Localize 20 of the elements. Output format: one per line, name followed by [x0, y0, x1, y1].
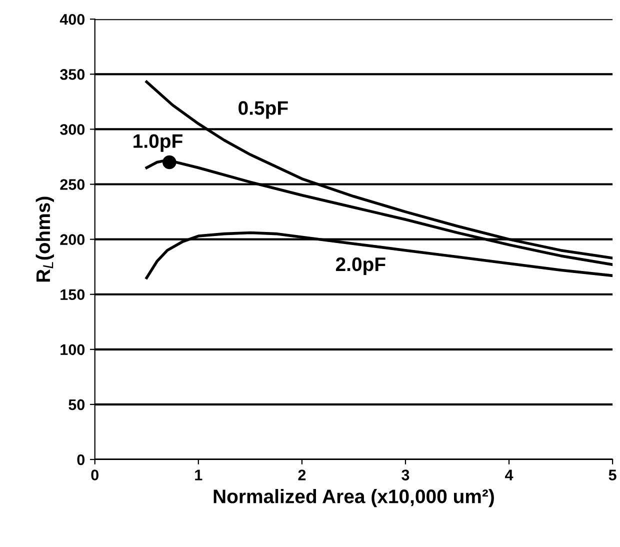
y-tick-label: 150: [60, 289, 85, 300]
y-tick-label: 100: [60, 344, 85, 356]
x-tick-label: 0: [91, 470, 98, 480]
y-tick-label: 350: [60, 69, 85, 80]
y-tick-label: 0: [77, 454, 85, 466]
series-label: 1.0pF: [134, 134, 182, 152]
y-tick-label: 200: [60, 234, 85, 245]
series-label: 2.0pF: [336, 257, 386, 275]
x-tick-label: 4: [505, 470, 514, 480]
x-tick-label: 5: [608, 470, 616, 480]
series-label: 0.5pF: [238, 101, 288, 119]
y-tick-label: 400: [60, 14, 85, 25]
y-axis-title: R$_{L}$(ohms): [36, 196, 54, 282]
y-tick-label: 50: [68, 399, 85, 410]
x-axis-title: Normalized Area (x10,000 um²): [214, 489, 494, 508]
y-tick-label: 300: [60, 124, 85, 135]
x-tick-label: 1: [195, 470, 202, 480]
y-tick-label: 250: [60, 179, 85, 190]
x-tick-label: 2: [298, 470, 306, 480]
x-tick-label: 3: [402, 470, 410, 480]
